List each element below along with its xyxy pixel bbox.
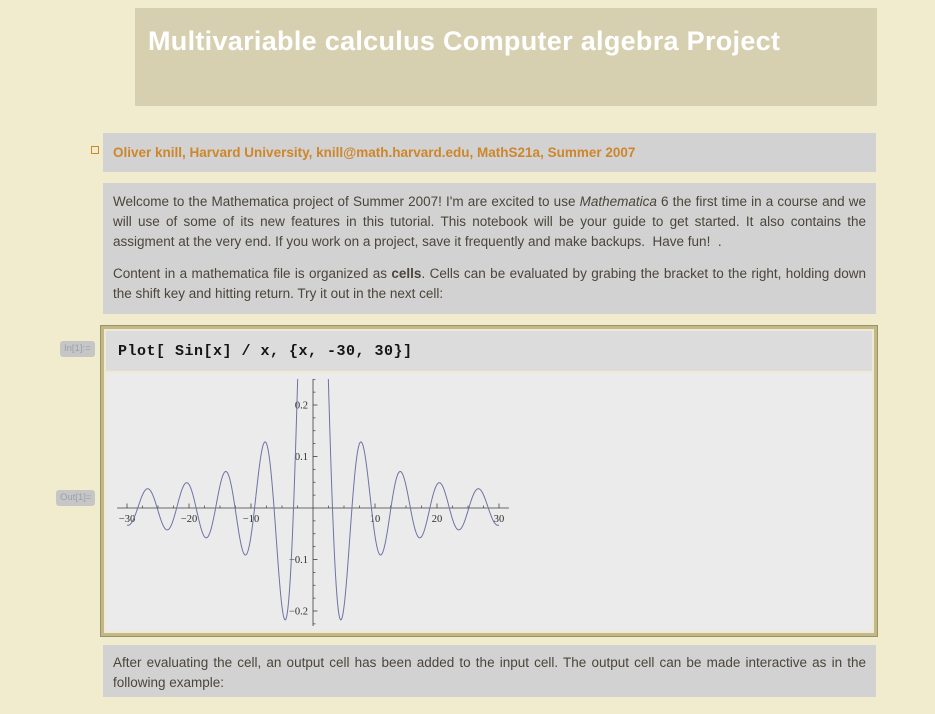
svg-text:30: 30 [494, 514, 505, 525]
svg-text:−0.1: −0.1 [289, 555, 308, 566]
cell-group-inner: Plot[ Sin[x] / x, {x, -30, 30}] −30 −20 −1… [104, 329, 874, 633]
svg-text:−30: −30 [119, 514, 135, 525]
svg-text:0.1: 0.1 [295, 452, 308, 463]
cell-bullet-icon[interactable] [91, 146, 99, 154]
cells-text-start: Content in a mathematica file is organiz… [113, 266, 392, 281]
svg-text:−0.2: −0.2 [289, 607, 308, 618]
cells-bold: cells [391, 266, 422, 281]
output-cell: −30 −20 −10 10 20 30 −0.2 −0.1 0.1 0.2 [106, 373, 872, 631]
svg-text:10: 10 [370, 514, 381, 525]
closing-cell: After evaluating the cell, an output cel… [103, 645, 876, 697]
mathematica-italic: Mathematica [579, 194, 657, 209]
svg-text:20: 20 [432, 514, 443, 525]
byline-text: Oliver knill, Harvard University, knill@… [113, 145, 636, 160]
evaluation-cell-group[interactable]: Plot[ Sin[x] / x, {x, -30, 30}] −30 −20 −1… [100, 325, 878, 637]
welcome-text-end: 6 the first time in a course and we will… [113, 194, 870, 249]
byline-cell: Oliver knill, Harvard University, knill@… [103, 133, 876, 172]
page-title: Multivariable calculus Computer algebra … [148, 26, 781, 56]
intro-cell: Welcome to the Mathematica project of Su… [103, 183, 876, 314]
svg-text:0.2: 0.2 [295, 401, 308, 412]
input-code[interactable]: Plot[ Sin[x] / x, {x, -30, 30}] [118, 342, 413, 360]
out-label: Out[1]= [56, 490, 96, 506]
title-cell: Multivariable calculus Computer algebra … [135, 8, 877, 106]
svg-text:−10: −10 [243, 514, 259, 525]
svg-text:−20: −20 [181, 514, 197, 525]
cells-text-end: . Cells can be evaluated by grabing the … [113, 266, 870, 301]
sinc-plot: −30 −20 −10 10 20 30 −0.2 −0.1 0.1 0.2 [117, 379, 509, 626]
in-label: In[1]:= [60, 341, 95, 357]
cells-paragraph: Content in a mathematica file is organiz… [113, 264, 866, 304]
welcome-text-start: Welcome to the Mathematica project of Su… [113, 194, 580, 209]
input-cell[interactable]: Plot[ Sin[x] / x, {x, -30, 30}] [106, 331, 872, 371]
welcome-paragraph: Welcome to the Mathematica project of Su… [113, 192, 866, 252]
closing-paragraph: After evaluating the cell, an output cel… [113, 655, 870, 690]
